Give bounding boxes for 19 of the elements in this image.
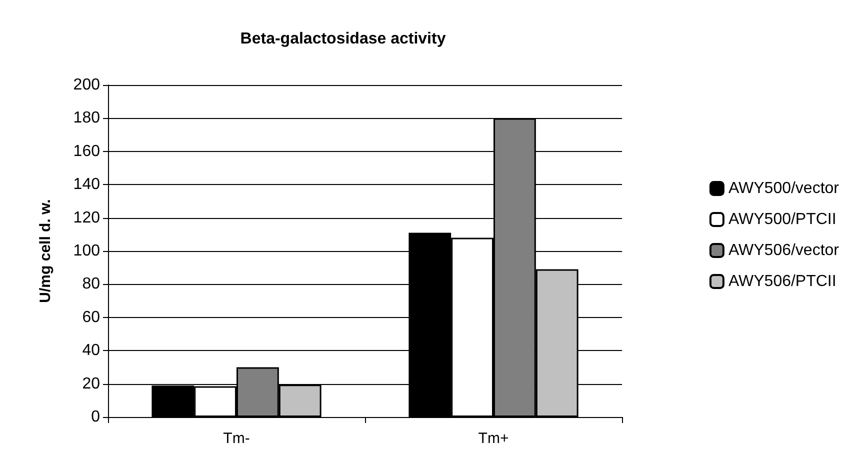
y-tick-label: 20	[82, 375, 100, 392]
y-tick-label: 0	[91, 408, 100, 426]
y-tick-label: 80	[82, 276, 100, 293]
y-tick-label: 60	[82, 308, 100, 326]
legend-label: AWY500/PTCII	[728, 211, 836, 228]
y-tick-label: 120	[73, 209, 100, 226]
y-tick-label: 160	[73, 142, 100, 160]
y-axis-title: U/mg cell d. w.	[37, 199, 54, 303]
y-tick-label: 100	[73, 242, 100, 260]
y-tick-label: 40	[82, 342, 100, 360]
y-tick-label: 180	[73, 110, 100, 127]
legend-label: AWY500/vector	[728, 180, 840, 197]
x-tick-label: Tm+	[478, 430, 509, 447]
x-tick-label: Tm-	[223, 430, 250, 447]
legend-label: AWY506/vector	[728, 242, 840, 259]
y-tick-label: 200	[73, 76, 100, 94]
y-tick-label: 140	[73, 176, 100, 194]
chart-title: Beta-galactosidase activity	[240, 30, 446, 48]
legend-label: AWY506/PTCII	[728, 273, 836, 290]
